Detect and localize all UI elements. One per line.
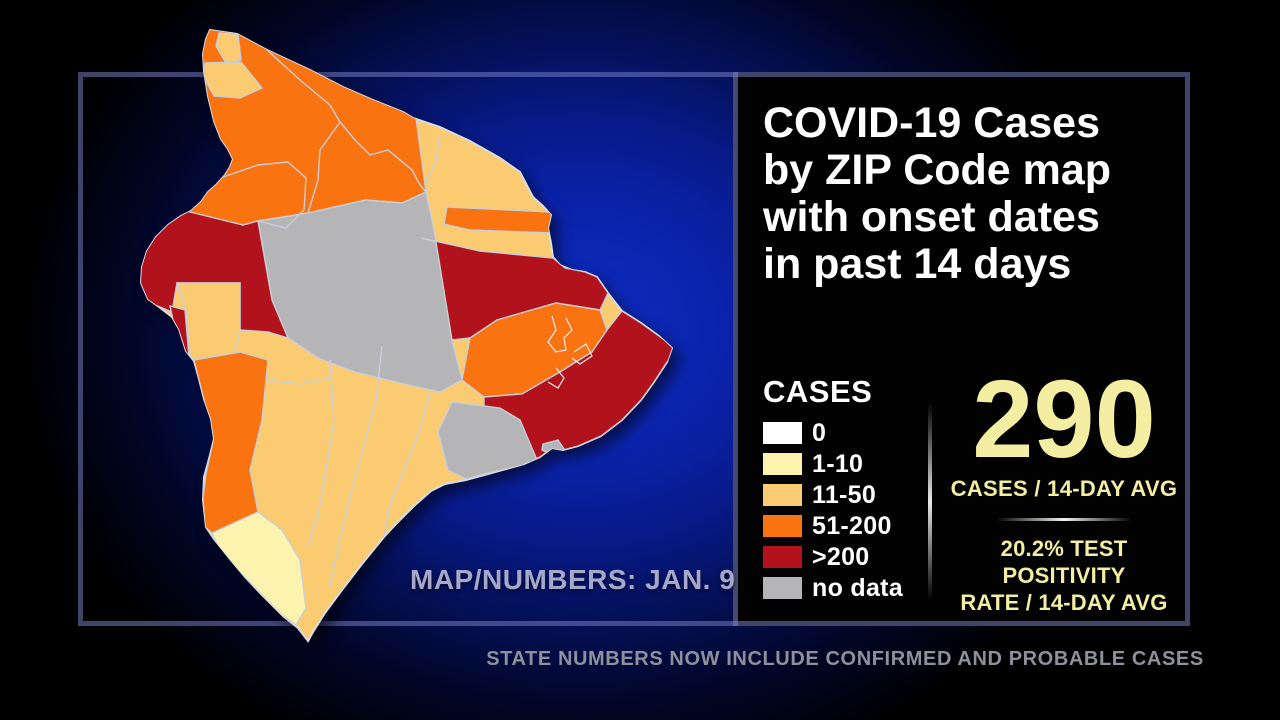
title-line-1: COVID-19 Cases bbox=[763, 99, 1100, 147]
cases-14day-avg-label: CASES / 14-DAY AVG bbox=[950, 476, 1178, 501]
legend-row: 0 bbox=[763, 419, 903, 447]
zip-boundary-lines bbox=[222, 49, 441, 586]
legend-label: >200 bbox=[812, 542, 870, 571]
legend-swatch-11-50 bbox=[763, 484, 802, 506]
positivity-line-2: RATE / 14-DAY AVG bbox=[960, 590, 1168, 615]
island bbox=[139, 28, 674, 643]
legend-row: >200 bbox=[763, 543, 903, 571]
zip-regions bbox=[141, 30, 672, 627]
stats-block: 290 CASES / 14-DAY AVG 20.2% TEST POSITI… bbox=[948, 358, 1180, 616]
legend-swatch-no-data bbox=[763, 577, 802, 599]
legend-row: 51-200 bbox=[763, 512, 903, 540]
page-title: COVID-19 Cases by ZIP Code map with onse… bbox=[763, 100, 1183, 288]
legend-label: no data bbox=[812, 573, 903, 602]
title-line-3: with onset dates bbox=[763, 193, 1100, 241]
info-panel bbox=[733, 72, 1190, 626]
test-positivity: 20.2% TEST POSITIVITY RATE / 14-DAY AVG bbox=[948, 535, 1180, 616]
vertical-divider bbox=[928, 403, 932, 600]
positivity-line-1: 20.2% TEST POSITIVITY bbox=[1000, 536, 1128, 588]
legend-row: 1-10 bbox=[763, 450, 903, 478]
legend-swatch-gt200 bbox=[763, 546, 802, 568]
title-line-4: in past 14 days bbox=[763, 240, 1072, 288]
title-line-2: by ZIP Code map bbox=[763, 146, 1112, 194]
legend: CASES 0 1-10 11-50 51-200 >200 no data bbox=[763, 374, 903, 608]
map-date-caption: MAP/NUMBERS: JAN. 9 bbox=[410, 564, 736, 595]
horizontal-divider bbox=[997, 518, 1131, 521]
cases-14day-avg-value: 290 bbox=[972, 358, 1156, 481]
legend-swatch-1-10 bbox=[763, 453, 802, 475]
legend-heading: CASES bbox=[763, 374, 873, 409]
legend-swatch-0 bbox=[763, 422, 802, 444]
legend-label: 0 bbox=[812, 418, 827, 447]
region-south-kona bbox=[193, 351, 269, 534]
legend-label: 11-50 bbox=[812, 480, 877, 509]
legend-label: 51-200 bbox=[812, 511, 892, 540]
region-laupahoehoe bbox=[443, 206, 554, 234]
legend-row: 11-50 bbox=[763, 481, 903, 509]
region-kohala-waimea bbox=[141, 30, 433, 226]
legend-label: 1-10 bbox=[812, 449, 864, 478]
legend-swatch-51-200 bbox=[763, 515, 802, 537]
region-north-hilo bbox=[420, 237, 609, 341]
hilo-zip-detail bbox=[547, 315, 593, 389]
bottom-ticker: STATE NUMBERS NOW INCLUDE CONFIRMED AND … bbox=[486, 648, 1204, 670]
legend-row: no data bbox=[763, 574, 903, 602]
region-hawi bbox=[215, 32, 242, 64]
